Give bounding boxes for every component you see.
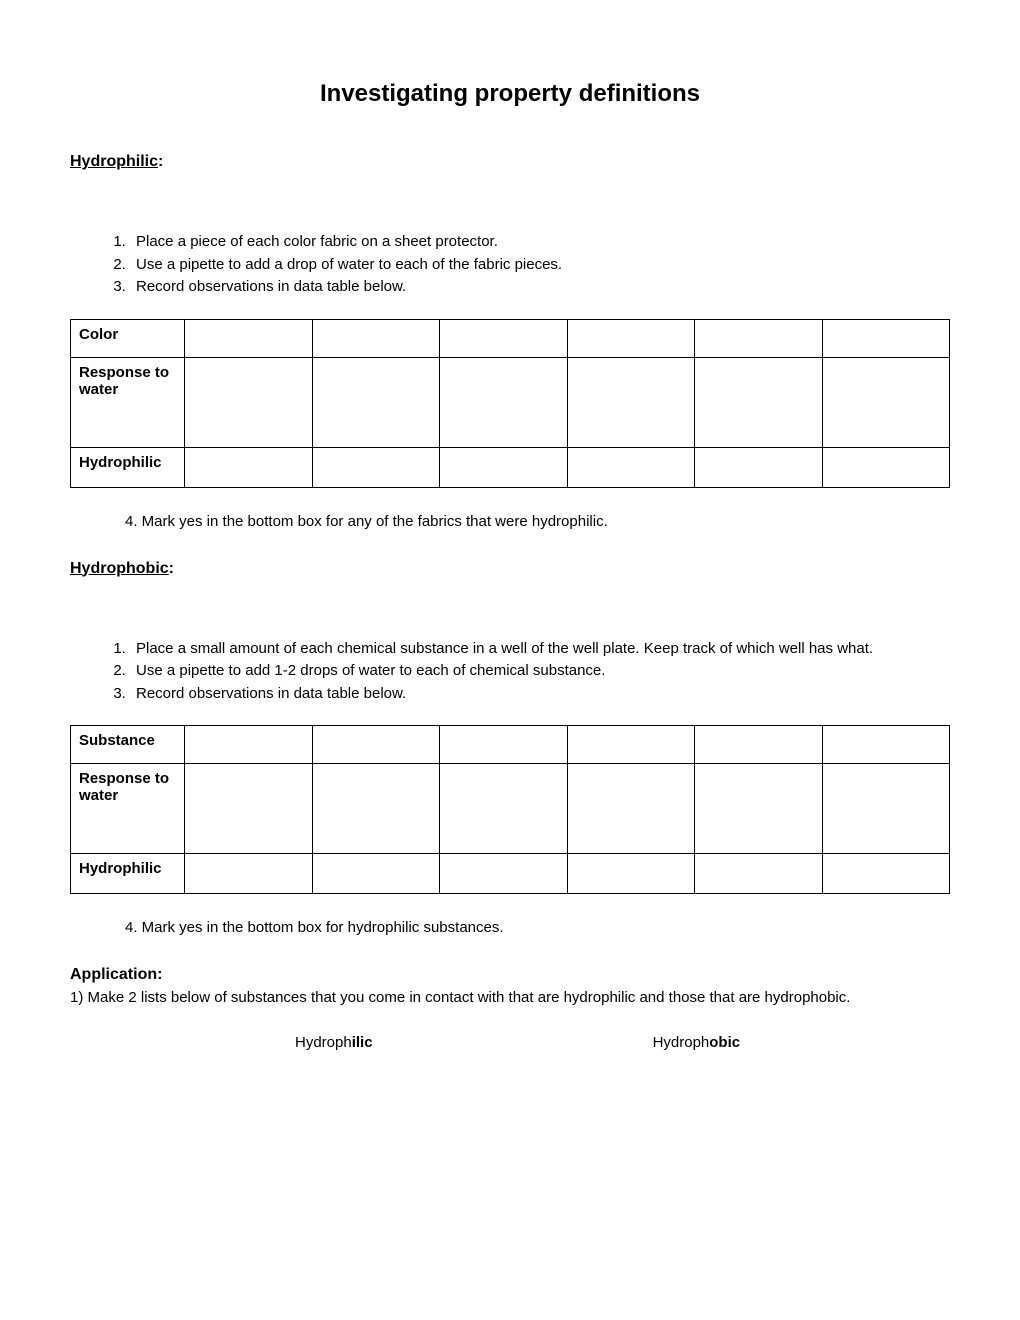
list-item: Place a small amount of each chemical su… xyxy=(130,638,950,661)
col-bold: obic xyxy=(709,1034,740,1051)
section1-table: Color Response to water Hydrophilic xyxy=(70,319,950,488)
section2-instructions: Place a small amount of each chemical su… xyxy=(100,638,950,706)
table-row: Hydrophilic xyxy=(71,447,950,487)
section2-followup: 4. Mark yes in the bottom box for hydrop… xyxy=(125,919,950,936)
table-cell xyxy=(695,764,822,854)
column-hydrophobic: Hydrophobic xyxy=(653,1034,741,1051)
section2-heading: Hydrophobic: xyxy=(70,560,950,578)
table-row: Response to water xyxy=(71,357,950,447)
table-cell xyxy=(440,764,567,854)
table-cell xyxy=(822,764,949,854)
column-hydrophilic: Hydrophilic xyxy=(295,1034,373,1051)
table-cell xyxy=(567,319,694,357)
col-prefix: Hydroph xyxy=(653,1034,710,1051)
row-label: Response to water xyxy=(71,357,185,447)
table-cell xyxy=(185,764,312,854)
table-cell xyxy=(185,726,312,764)
table-cell xyxy=(185,357,312,447)
table-cell xyxy=(567,357,694,447)
table-cell xyxy=(695,357,822,447)
table-cell xyxy=(312,319,439,357)
table-cell xyxy=(695,447,822,487)
table-cell xyxy=(312,447,439,487)
table-cell xyxy=(822,854,949,894)
table-cell xyxy=(185,447,312,487)
row-label: Response to water xyxy=(71,764,185,854)
table-cell xyxy=(312,854,439,894)
list-item: Record observations in data table below. xyxy=(130,683,950,706)
table-cell xyxy=(440,319,567,357)
table-cell xyxy=(440,726,567,764)
table-cell xyxy=(440,854,567,894)
col-bold: ilic xyxy=(352,1034,373,1051)
row-label: Color xyxy=(71,319,185,357)
table-cell xyxy=(822,447,949,487)
row-label: Substance xyxy=(71,726,185,764)
table-cell xyxy=(822,726,949,764)
list-item: Record observations in data table below. xyxy=(130,276,950,299)
application-label-suffix: : xyxy=(157,966,162,983)
row-label: Hydrophilic xyxy=(71,447,185,487)
page-title: Investigating property definitions xyxy=(70,80,950,108)
section2-table: Substance Response to water Hydrophilic xyxy=(70,725,950,894)
table-cell xyxy=(312,764,439,854)
table-cell xyxy=(185,854,312,894)
section1-followup: 4. Mark yes in the bottom box for any of… xyxy=(125,513,950,530)
application-label: Application: xyxy=(70,966,950,984)
table-cell xyxy=(567,726,694,764)
table-cell xyxy=(440,447,567,487)
table-cell xyxy=(567,764,694,854)
section1-heading: Hydrophilic: xyxy=(70,153,950,171)
section2-heading-suffix: : xyxy=(169,560,174,577)
table-cell xyxy=(695,319,822,357)
list-item: Use a pipette to add a drop of water to … xyxy=(130,254,950,277)
application-text: 1) Make 2 lists below of substances that… xyxy=(70,989,950,1006)
section1-heading-suffix: : xyxy=(158,153,163,170)
table-row: Response to water xyxy=(71,764,950,854)
table-row: Color xyxy=(71,319,950,357)
table-cell xyxy=(185,319,312,357)
section2-heading-term: Hydrophobic xyxy=(70,560,169,577)
table-cell xyxy=(567,447,694,487)
section1-heading-term: Hydrophilic xyxy=(70,153,158,170)
section1-instructions: Place a piece of each color fabric on a … xyxy=(100,231,950,299)
table-cell xyxy=(440,357,567,447)
table-cell xyxy=(312,726,439,764)
table-cell xyxy=(822,357,949,447)
application-label-term: Application xyxy=(70,966,157,983)
list-item: Place a piece of each color fabric on a … xyxy=(130,231,950,254)
table-cell xyxy=(695,854,822,894)
row-label: Hydrophilic xyxy=(71,854,185,894)
application-columns: Hydrophilic Hydrophobic xyxy=(70,1034,950,1051)
table-cell xyxy=(822,319,949,357)
table-cell xyxy=(567,854,694,894)
table-row: Substance xyxy=(71,726,950,764)
table-row: Hydrophilic xyxy=(71,854,950,894)
table-cell xyxy=(312,357,439,447)
list-item: Use a pipette to add 1-2 drops of water … xyxy=(130,660,950,683)
table-cell xyxy=(695,726,822,764)
col-prefix: Hydroph xyxy=(295,1034,352,1051)
